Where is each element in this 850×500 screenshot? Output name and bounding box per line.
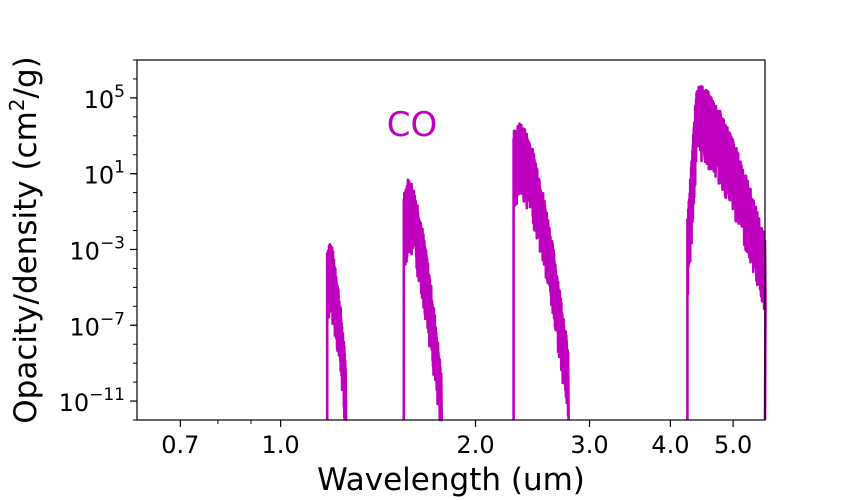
y-tick-label: 10−7 (69, 309, 125, 341)
series-band (325, 243, 348, 422)
series-band (686, 85, 767, 421)
y-tick-label: 10−3 (69, 233, 125, 265)
y-tick-label: 101 (84, 158, 125, 190)
plot-frame (136, 59, 766, 421)
x-tick-label: 5.0 (714, 431, 752, 459)
y-axis-label-sup: 2 (5, 98, 29, 111)
y-tick-label: 10−11 (59, 385, 125, 417)
x-tick-label: 2.0 (456, 431, 494, 459)
y-axis-label-main: Opacity/density (cm (8, 111, 44, 424)
y-tick-label: 105 (84, 82, 125, 114)
series-band (512, 122, 570, 421)
series-layer (325, 85, 767, 422)
annotation-co: CO (387, 105, 438, 145)
x-tick-label: 4.0 (651, 431, 689, 459)
y-axis-label: Opacity/density (cm2/g) (5, 56, 44, 423)
x-tick-label: 3.0 (570, 431, 608, 459)
x-tick-label: 1.0 (262, 431, 300, 459)
x-axis-ticks: 0.7 1.0 2.0 3.0 4.0 5.0 (161, 420, 752, 459)
y-axis-ticks: 10−11 10−7 10−3 101 105 (59, 59, 137, 421)
x-tick-label: 0.7 (161, 431, 199, 459)
series-band (402, 178, 443, 422)
y-axis-label-tail: /g) (8, 56, 44, 98)
x-axis-label: Wavelength (um) (317, 462, 585, 498)
